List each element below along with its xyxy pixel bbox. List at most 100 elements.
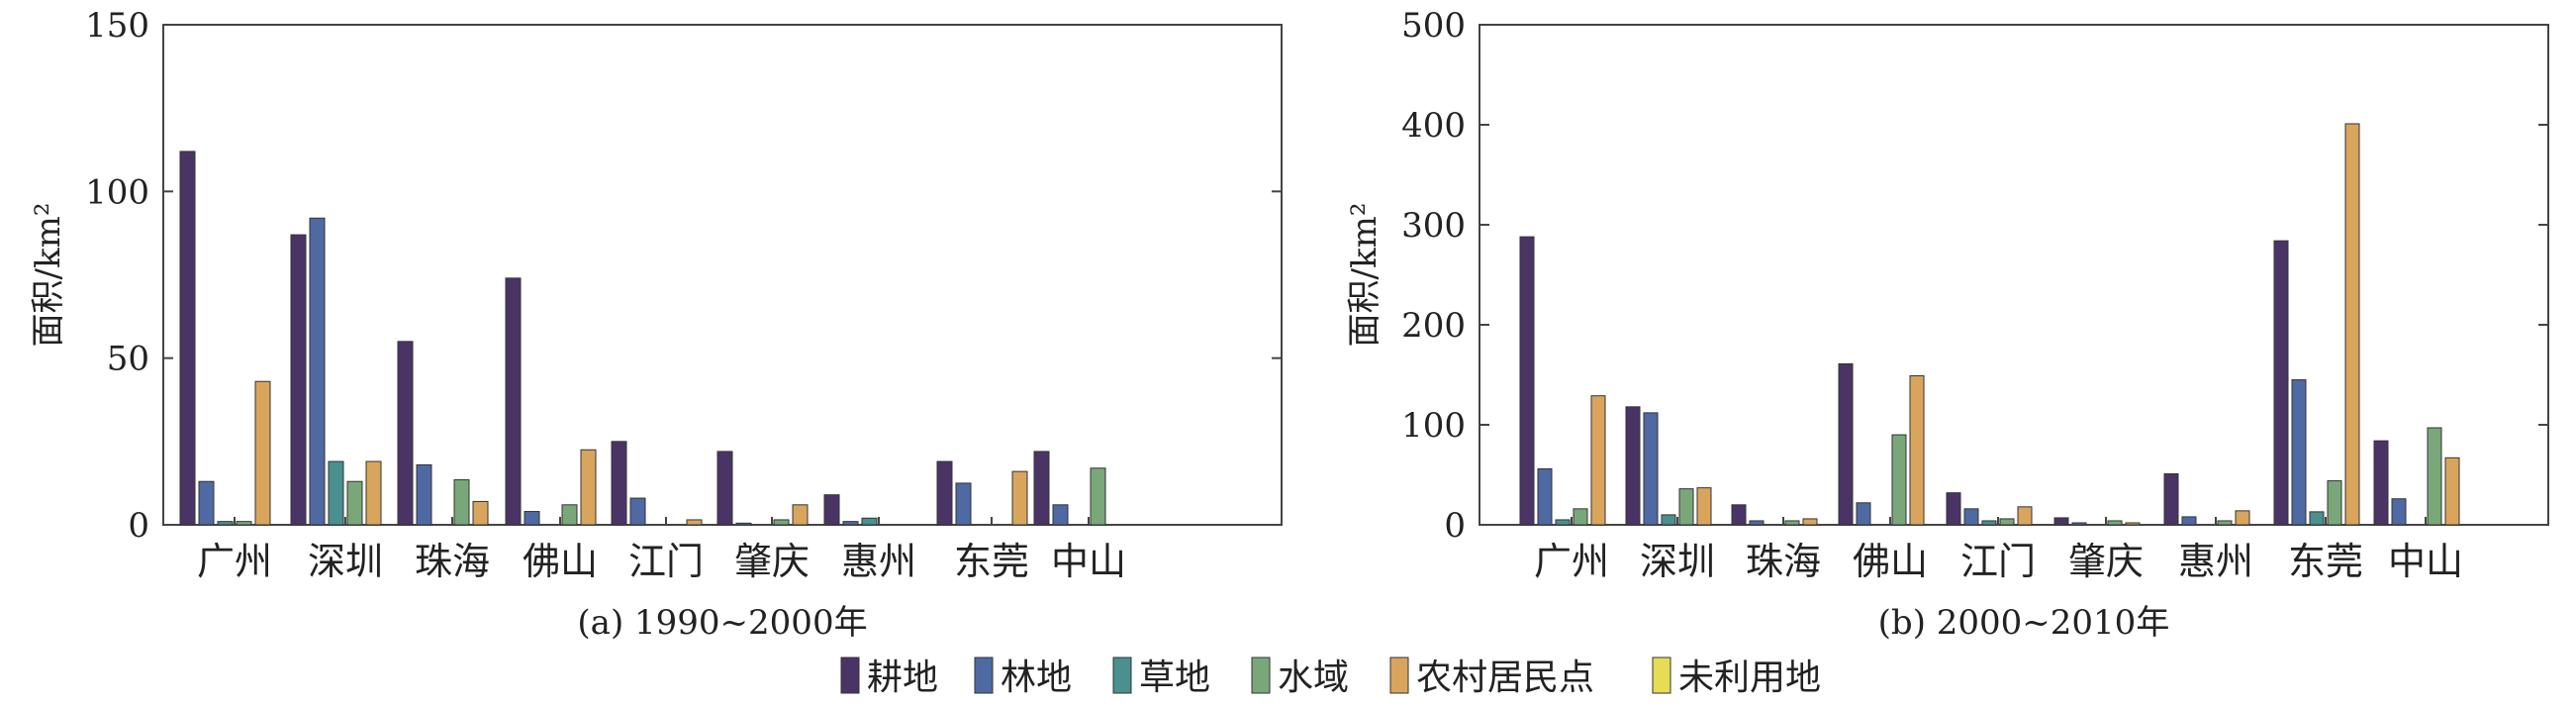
legend-label: 农村居民点 — [1416, 657, 1594, 698]
bar-林地 — [1643, 412, 1659, 526]
legend-swatch — [1112, 657, 1132, 694]
bar-水域 — [773, 519, 790, 526]
bar-草地 — [1555, 519, 1571, 526]
y-tick-label: 50 — [107, 340, 149, 379]
bar-草地 — [217, 521, 234, 526]
bar-农村居民点 — [1909, 375, 1925, 526]
bar-耕地 — [397, 341, 414, 526]
bar-水域 — [1891, 434, 1907, 526]
bar-农村居民点 — [254, 380, 271, 526]
x-tick-label: 广州 — [197, 540, 272, 583]
bar-耕地 — [2273, 240, 2289, 526]
y-tick-label: 500 — [1401, 6, 1466, 46]
bar-水域 — [2107, 520, 2123, 526]
y-tick-label: 400 — [1401, 106, 1466, 146]
y-tick-label: 150 — [85, 6, 149, 46]
y-tick-label: 0 — [1444, 506, 1466, 546]
bar-农村居民点 — [365, 460, 382, 526]
x-tick-label: 中山 — [1051, 540, 1126, 583]
legend-swatch — [1251, 657, 1271, 694]
bar-林地 — [842, 521, 859, 526]
bar-林地 — [309, 217, 326, 526]
bar-耕地 — [611, 441, 627, 526]
bar-耕地 — [1519, 236, 1535, 526]
bar-水域 — [2327, 480, 2342, 526]
bar-耕地 — [716, 451, 733, 526]
bar-水域 — [2427, 427, 2442, 526]
x-tick-label: 佛山 — [1853, 540, 1928, 583]
legend-label: 草地 — [1139, 657, 1210, 698]
y-tick-label: 300 — [1401, 206, 1466, 246]
bar-农村居民点 — [2444, 456, 2460, 526]
bar-农村居民点 — [686, 519, 703, 526]
bar-林地 — [1963, 508, 1979, 526]
x-tick-label: 肇庆 — [2068, 540, 2144, 583]
plot-frame — [162, 24, 1283, 526]
x-tick-label: 东莞 — [954, 540, 1029, 583]
bar-农村居民点 — [2017, 506, 2033, 526]
bar-水域 — [2217, 520, 2233, 526]
bar-耕地 — [2163, 472, 2179, 526]
legend-label: 林地 — [1001, 657, 1072, 698]
bar-林地 — [629, 497, 646, 526]
bar-农村居民点 — [580, 449, 597, 526]
y-axis-label: 面积/km² — [29, 203, 68, 348]
bar-农村居民点 — [472, 500, 489, 526]
chart-caption: (a) 1990~2000年 — [577, 603, 867, 643]
bar-耕地 — [1838, 362, 1854, 526]
bar-耕地 — [1625, 406, 1641, 526]
bar-耕地 — [1731, 504, 1747, 526]
x-tick-label: 广州 — [1534, 540, 1609, 583]
bar-耕地 — [2053, 517, 2069, 526]
bar-林地 — [1749, 520, 1765, 526]
bar-农村居民点 — [792, 504, 809, 526]
bar-林地 — [416, 463, 432, 526]
bar-农村居民点 — [1802, 518, 1818, 526]
bar-水域 — [1999, 518, 2015, 526]
y-axis-label: 面积/km² — [1345, 203, 1384, 348]
x-tick-label: 江门 — [628, 540, 704, 583]
bar-耕地 — [1033, 451, 1050, 526]
y-tick-label: 200 — [1401, 306, 1466, 346]
legend-swatch — [1652, 657, 1671, 694]
x-tick-label: 佛山 — [523, 540, 598, 583]
bar-水域 — [453, 479, 470, 526]
y-tick-label: 0 — [128, 506, 149, 546]
bar-农村居民点 — [1590, 395, 1606, 526]
bar-耕地 — [1946, 492, 1961, 526]
chart-caption: (b) 2000~2010年 — [1878, 603, 2170, 643]
x-tick-label: 中山 — [2388, 540, 2463, 583]
bar-耕地 — [505, 277, 522, 526]
bar-水域 — [236, 521, 252, 526]
bar-耕地 — [823, 494, 840, 526]
bar-林地 — [2181, 516, 2197, 526]
bar-耕地 — [2373, 440, 2389, 526]
bar-林地 — [955, 482, 972, 526]
bar-水域 — [346, 480, 363, 526]
bar-林地 — [2291, 379, 2307, 526]
legend-swatch — [974, 657, 994, 694]
bar-耕地 — [179, 151, 196, 526]
bar-农村居民点 — [1011, 470, 1028, 526]
bar-草地 — [1981, 520, 1997, 526]
bar-水域 — [1784, 520, 1800, 526]
bar-林地 — [1856, 502, 1871, 526]
legend-swatch — [840, 657, 860, 694]
legend-label: 耕地 — [867, 657, 938, 698]
bar-耕地 — [936, 460, 953, 526]
legend-label: 水域 — [1278, 657, 1349, 698]
bar-水域 — [1678, 488, 1694, 526]
bar-林地 — [2391, 498, 2407, 526]
bar-农村居民点 — [1696, 487, 1712, 526]
bar-林地 — [198, 480, 215, 526]
bar-草地 — [1661, 514, 1676, 526]
bar-水域 — [1090, 467, 1106, 526]
bar-林地 — [2071, 522, 2087, 526]
legend-swatch — [1389, 657, 1409, 694]
x-tick-label: 深圳 — [1640, 540, 1715, 583]
x-tick-label: 江门 — [1960, 540, 2036, 583]
x-tick-label: 东莞 — [2288, 540, 2363, 583]
bar-水域 — [1573, 508, 1588, 526]
legend-label: 未利用地 — [1678, 657, 1821, 698]
